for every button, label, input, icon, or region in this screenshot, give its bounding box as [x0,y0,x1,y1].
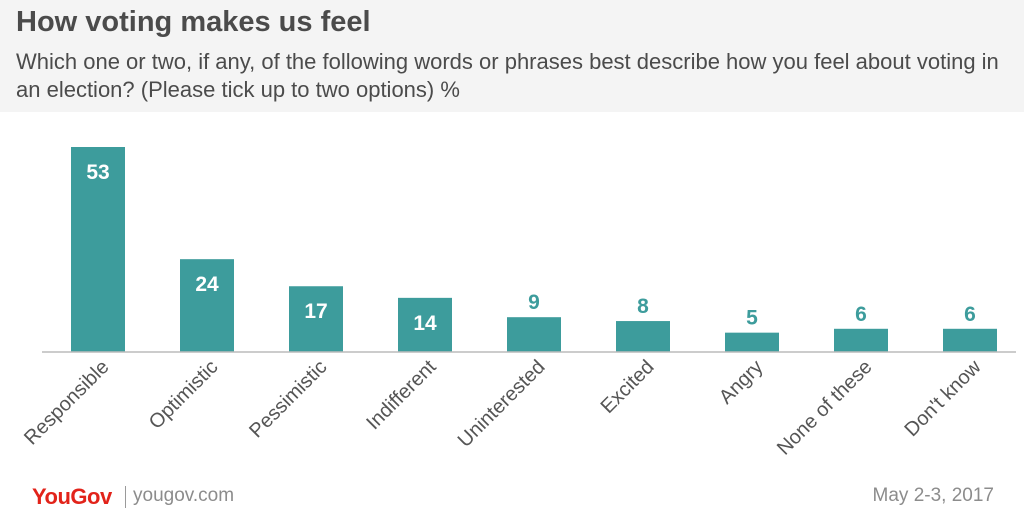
bar-4 [507,317,561,352]
bar-2 [289,286,343,352]
survey-date: May 2-3, 2017 [872,485,994,506]
data-label-6: 5 [746,307,758,330]
bar-5 [616,321,670,352]
x-tick-label-7: None of these [773,356,877,460]
data-label-8: 6 [964,303,976,326]
chart-title: How voting makes us feel [16,6,371,38]
chart-subtitle: Which one or two, if any, of the followi… [16,49,999,102]
site-link[interactable]: yougov.com [133,485,235,506]
header: How voting makes us feel Which one or tw… [0,0,1024,112]
data-label-2: 17 [304,300,327,323]
bar-0 [71,147,125,352]
x-tick-label-2: Pessimistic [245,356,331,442]
footer-divider [125,486,126,508]
x-tick-label-1: Optimistic [145,356,223,434]
data-label-3: 14 [413,312,437,335]
data-label-1: 24 [195,273,219,296]
bar-chart: 53 Responsible 24 Optimistic 17 Pessimistic 14… [20,147,1016,460]
x-tick-label-6: Angry [715,356,768,409]
data-label-7: 6 [855,303,867,326]
data-label-4: 9 [528,291,540,314]
x-tick-label-4: Uninterested [454,356,550,452]
bar-1 [180,259,234,352]
x-tick-label-0: Responsible [20,356,113,449]
footer: YouGov yougov.com May 2-3, 2017 [0,480,1024,512]
yougov-logo[interactable]: YouGov [32,484,112,509]
bar-3 [398,297,452,352]
x-tick-label-3: Indifferent [362,356,441,435]
bar-6 [725,332,779,352]
data-label-0: 53 [86,161,109,184]
x-tick-label-8: Don't know [900,356,985,441]
bar-7 [834,328,888,352]
x-tick-label-5: Excited [597,356,659,418]
bar-8 [943,328,997,352]
data-label-5: 8 [637,295,649,318]
